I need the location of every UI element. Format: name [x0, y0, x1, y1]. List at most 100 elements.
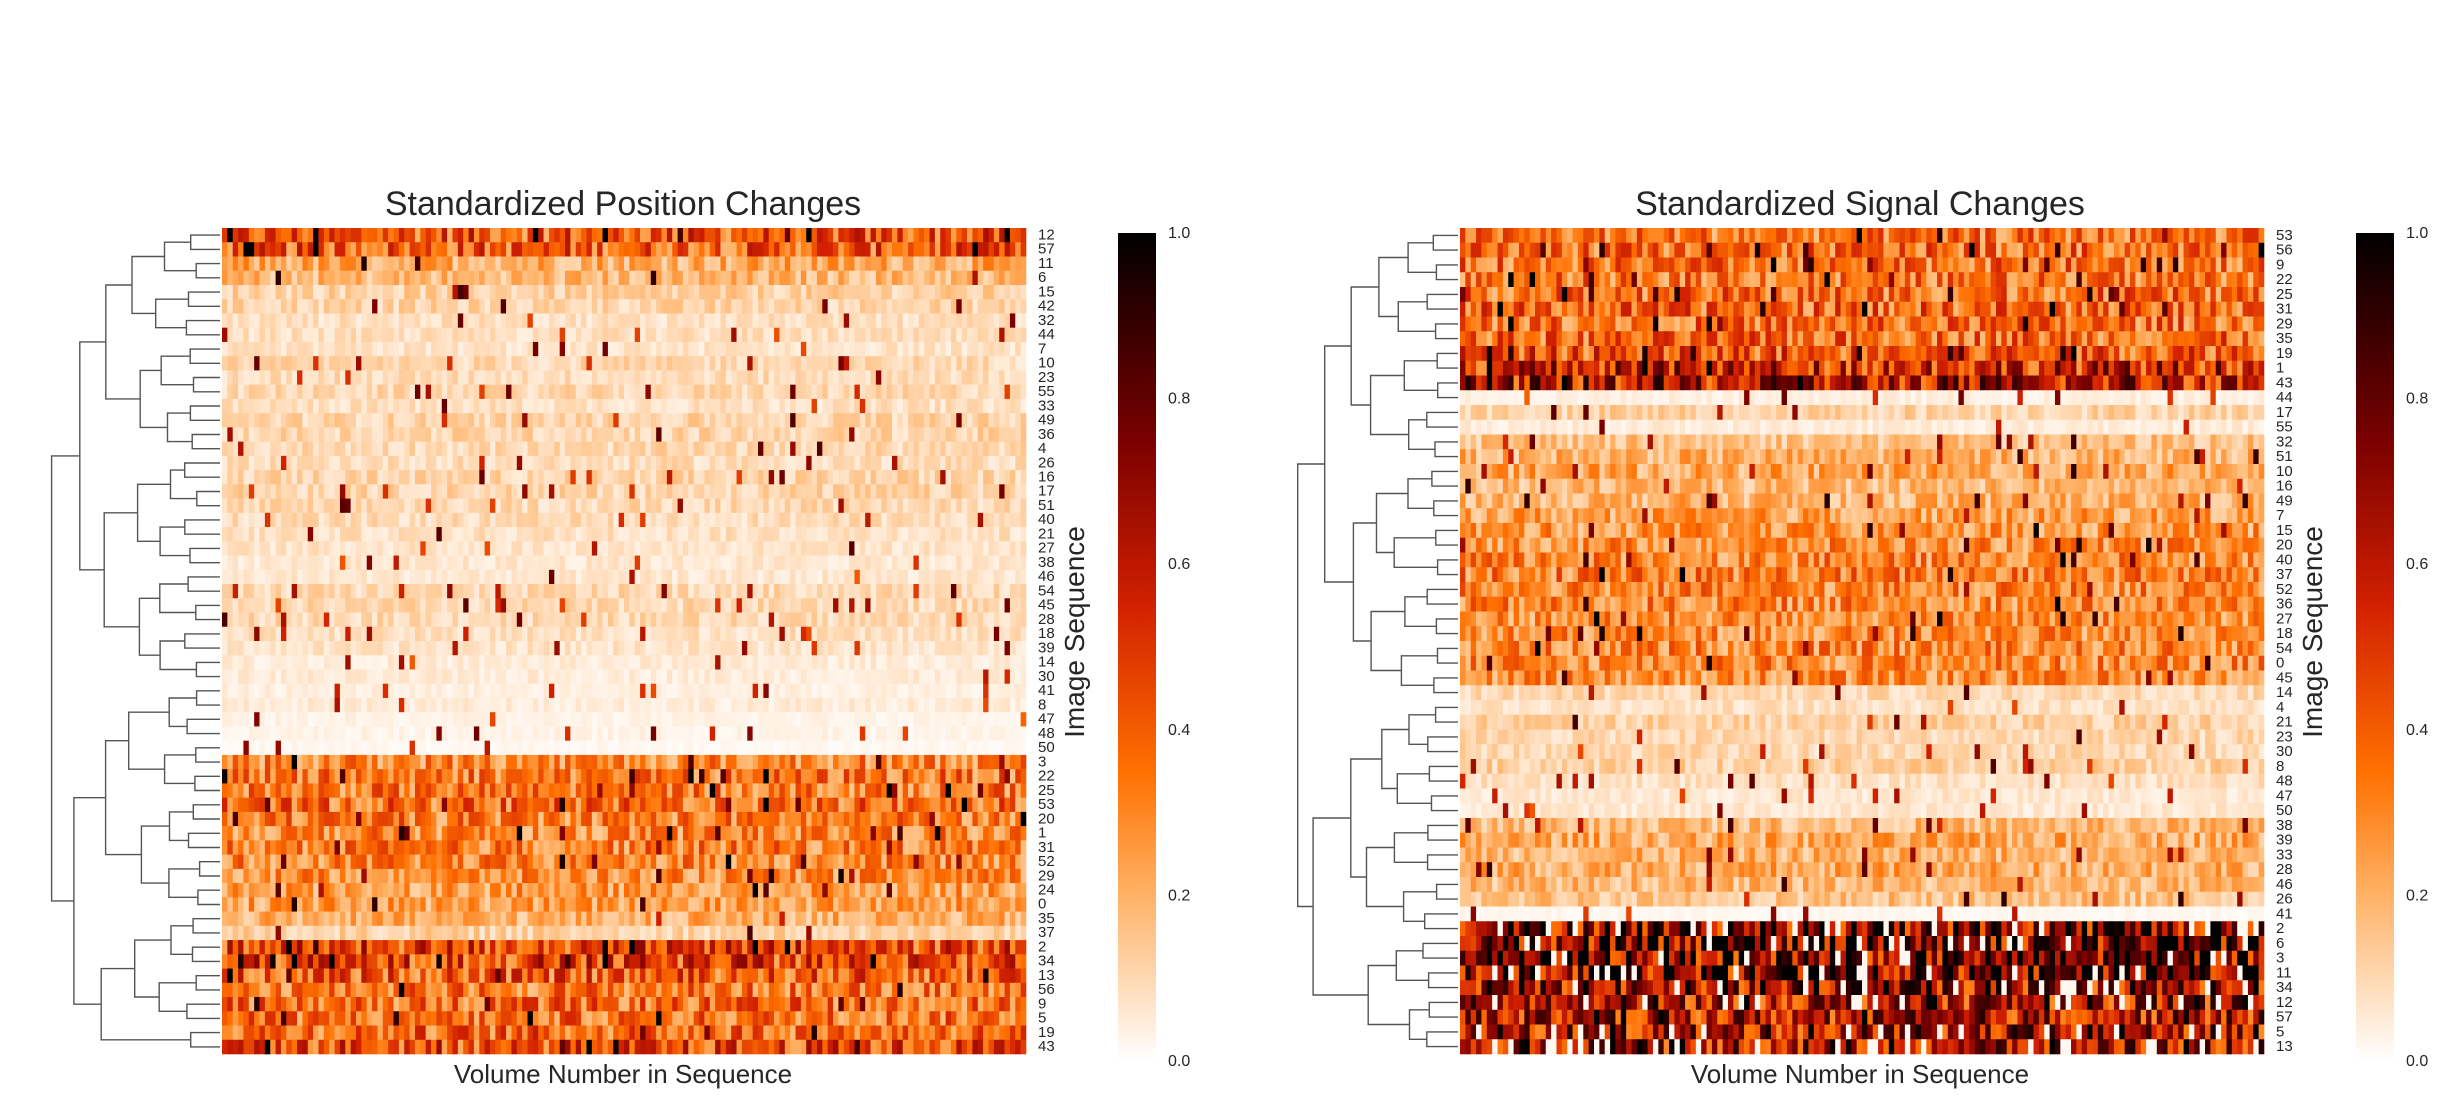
heatmap-cell — [951, 242, 957, 257]
heatmap-cell — [715, 613, 721, 628]
heatmap-cell — [394, 427, 400, 442]
heatmap-cell — [243, 584, 249, 599]
heatmap-cell — [554, 285, 560, 300]
heatmap-cell — [1010, 456, 1016, 471]
heatmap-cell — [265, 570, 271, 585]
heatmap-cell — [720, 271, 726, 286]
heatmap-cell — [635, 484, 641, 499]
heatmap-cell — [324, 427, 330, 442]
heatmap-cell — [335, 655, 341, 670]
heatmap-cell — [410, 242, 416, 257]
heatmap-cell — [828, 598, 834, 613]
heatmap-cell — [704, 484, 710, 499]
heatmap-cell — [270, 242, 276, 257]
heatmap-cell — [442, 684, 448, 699]
heatmap-cell — [420, 256, 426, 271]
heatmap-cell — [801, 370, 807, 385]
heatmap-cell — [260, 470, 266, 485]
heatmap-cell — [678, 285, 684, 300]
heatmap-cell — [388, 456, 394, 471]
heatmap-cell — [570, 256, 576, 271]
heatmap-cell — [603, 556, 609, 571]
heatmap-cell — [828, 442, 834, 457]
heatmap-cell — [431, 385, 437, 400]
heatmap-cell — [367, 627, 373, 642]
heatmap-cell — [560, 442, 566, 457]
heatmap-cell — [940, 370, 946, 385]
heatmap-cell — [243, 527, 249, 542]
heatmap-cell — [458, 556, 464, 571]
heatmap-cell — [426, 370, 432, 385]
heatmap-cell — [404, 442, 410, 457]
heatmap-cell — [420, 399, 426, 414]
heatmap-cell — [592, 499, 598, 514]
heatmap-cell — [592, 370, 598, 385]
heatmap-cell — [624, 285, 630, 300]
heatmap-cell — [892, 342, 898, 357]
heatmap-cell — [276, 484, 282, 499]
heatmap-cell — [774, 641, 780, 656]
heatmap-cell — [779, 541, 785, 556]
heatmap-cell — [367, 370, 373, 385]
heatmap-cell — [892, 285, 898, 300]
heatmap-cell — [935, 484, 941, 499]
heatmap-cell — [415, 256, 421, 271]
heatmap-cell — [254, 456, 260, 471]
heatmap-cell — [436, 299, 442, 314]
heatmap-cell — [452, 370, 458, 385]
heatmap-cell — [458, 256, 464, 271]
heatmap-cell — [828, 613, 834, 628]
heatmap-cell — [260, 256, 266, 271]
heatmap-cell — [645, 684, 651, 699]
heatmap-cell — [849, 613, 855, 628]
heatmap-cell — [554, 442, 560, 457]
heatmap-cell — [404, 613, 410, 628]
heatmap-cell — [940, 484, 946, 499]
heatmap-cell — [763, 399, 769, 414]
heatmap-cell — [865, 285, 871, 300]
heatmap-cell — [570, 242, 576, 257]
heatmap-cell — [222, 313, 228, 328]
heatmap-cell — [463, 484, 469, 499]
heatmap-cell — [720, 385, 726, 400]
heatmap-cell — [774, 328, 780, 343]
heatmap-cell — [790, 556, 796, 571]
heatmap-cell — [399, 669, 405, 684]
heatmap-cell — [479, 541, 485, 556]
heatmap-cell — [629, 356, 635, 371]
heatmap-cell — [887, 456, 893, 471]
heatmap-cell — [838, 641, 844, 656]
heatmap-cell — [485, 427, 491, 442]
heatmap-cell — [913, 627, 919, 642]
heatmap-cell — [812, 527, 818, 542]
heatmap-cell — [222, 370, 228, 385]
heatmap-cell — [1005, 484, 1011, 499]
heatmap-cell — [747, 499, 753, 514]
heatmap-cell — [619, 499, 625, 514]
heatmap-cell — [801, 413, 807, 428]
heatmap-cell — [812, 285, 818, 300]
heatmap-cell — [887, 584, 893, 599]
heatmap-cell — [308, 499, 314, 514]
heatmap-cell — [394, 641, 400, 656]
heatmap-cell — [249, 299, 255, 314]
heatmap-cell — [318, 427, 324, 442]
heatmap-cell — [704, 356, 710, 371]
heatmap-cell — [919, 313, 925, 328]
heatmap-cell — [458, 598, 464, 613]
heatmap-cell — [994, 470, 1000, 485]
heatmap-cell — [222, 598, 228, 613]
heatmap-cell — [887, 541, 893, 556]
heatmap-cell — [903, 342, 909, 357]
heatmap-cell — [624, 655, 630, 670]
heatmap-cell — [704, 499, 710, 514]
heatmap-cell — [570, 655, 576, 670]
heatmap-cell — [940, 669, 946, 684]
heatmap-cell — [249, 499, 255, 514]
heatmap-cell — [538, 641, 544, 656]
heatmap-cell — [640, 256, 646, 271]
heatmap-cell — [978, 299, 984, 314]
heatmap-cell — [1010, 613, 1016, 628]
heatmap-cell — [506, 669, 512, 684]
heatmap-cell — [629, 584, 635, 599]
